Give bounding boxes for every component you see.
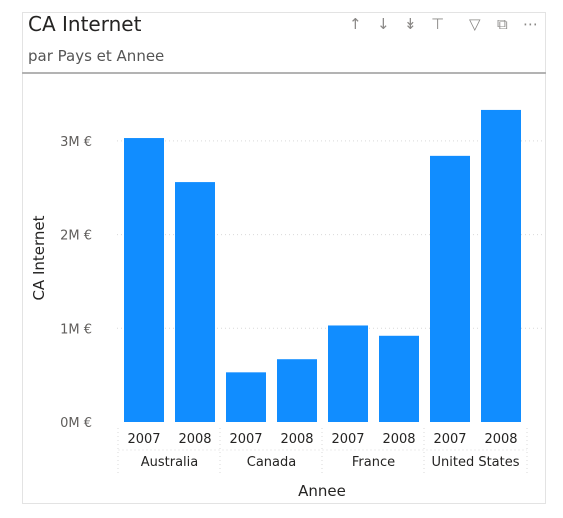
header-divider — [22, 72, 546, 74]
visual-card — [22, 12, 546, 504]
double-arrow-down-icon[interactable]: ↡ — [404, 15, 417, 33]
chart-title: CA Internet — [28, 12, 142, 36]
chart-subtitle: par Pays et Annee — [28, 47, 165, 65]
arrow-down-icon[interactable]: ↓ — [377, 15, 390, 33]
arrow-up-icon[interactable]: ↑ — [349, 15, 362, 33]
expand-hierarchy-icon[interactable]: ⊤ — [431, 15, 445, 33]
focus-mode-icon[interactable]: ⧉ — [497, 15, 508, 33]
filter-icon[interactable]: ▽ — [469, 15, 481, 33]
more-options-icon[interactable]: ⋯ — [523, 15, 538, 33]
